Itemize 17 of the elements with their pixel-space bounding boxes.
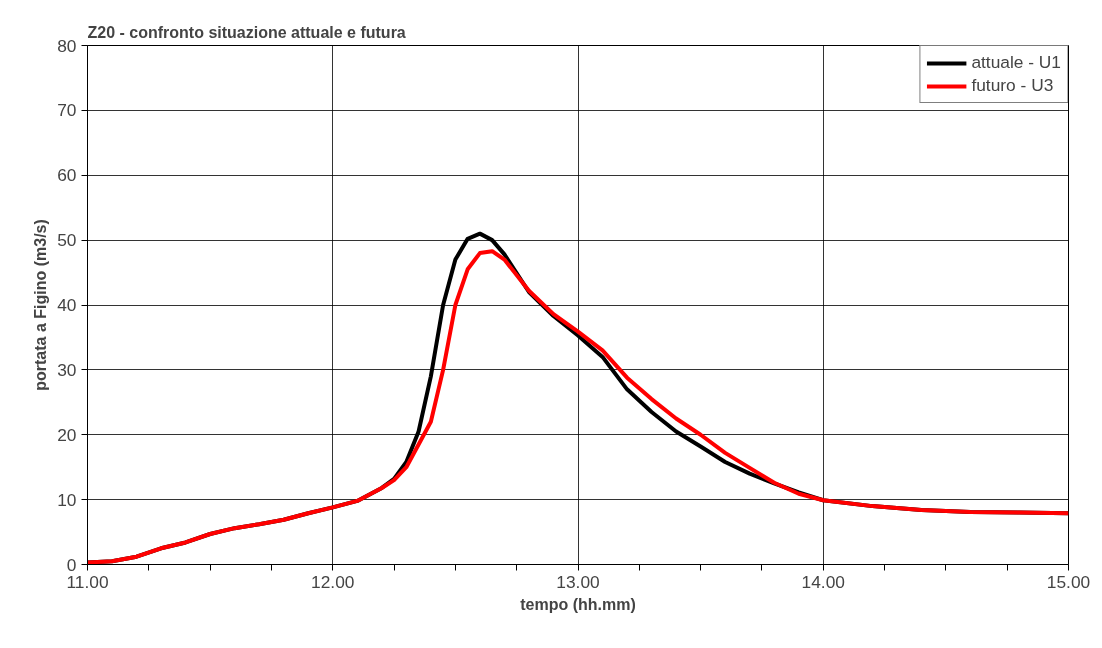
legend-label: attuale - U1	[971, 52, 1061, 73]
y-tick-label: 50	[57, 230, 77, 251]
y-tick-label: 60	[57, 165, 77, 186]
y-tick-label: 40	[57, 295, 77, 315]
y-tick-label: 20	[57, 424, 77, 445]
y-axis-title: portata a Figino (m3/s)	[32, 219, 50, 391]
chart-title: Z20 - confronto situazione attuale e futura	[87, 23, 406, 41]
x-axis-title: tempo (hh.mm)	[520, 595, 636, 613]
x-tick-label: 14.00	[801, 571, 845, 592]
x-tick-label: 15.00	[1046, 571, 1091, 592]
x-tick-label: 13.00	[556, 571, 600, 592]
y-tick-label: 10	[57, 489, 77, 510]
y-tick-label: 80	[57, 35, 77, 56]
legend-label: futuro - U3	[971, 75, 1054, 96]
x-tick-label: 12.00	[311, 571, 355, 592]
y-tick-label: 70	[57, 100, 77, 121]
y-tick-label: 30	[57, 359, 77, 380]
